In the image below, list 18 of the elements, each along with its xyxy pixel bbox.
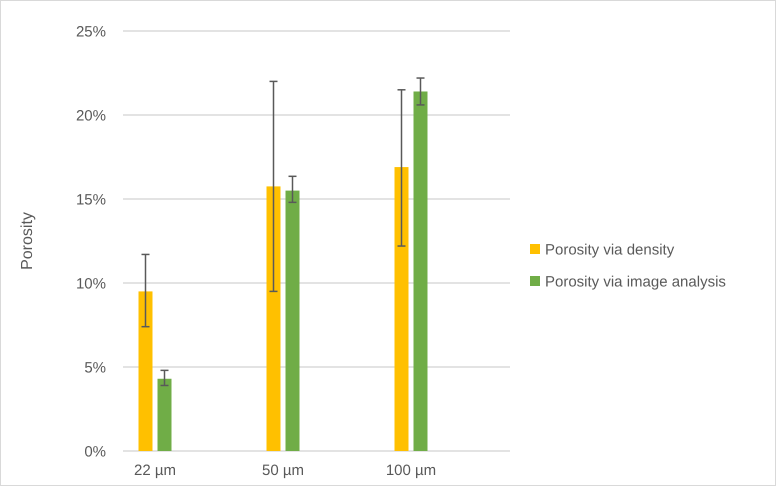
- y-tick-label: 5%: [84, 359, 106, 376]
- y-tick-label: 15%: [76, 191, 106, 208]
- legend-label: Porosity via image analysis: [545, 273, 726, 290]
- legend-label: Porosity via density: [545, 241, 675, 258]
- bar: [414, 91, 428, 451]
- y-tick-label: 25%: [76, 23, 106, 40]
- bar: [138, 291, 152, 451]
- y-tick-label: 0%: [84, 443, 106, 460]
- bar: [158, 378, 172, 451]
- bar: [286, 190, 300, 451]
- y-tick-label: 10%: [76, 275, 106, 292]
- bar: [394, 167, 408, 451]
- x-tick-label: 22 µm: [134, 462, 176, 479]
- x-tick-label: 50 µm: [262, 462, 304, 479]
- bar: [266, 186, 280, 451]
- y-axis-title: Porosity: [19, 212, 36, 270]
- y-tick-label: 20%: [76, 107, 106, 124]
- x-tick-label: 100 µm: [386, 462, 436, 479]
